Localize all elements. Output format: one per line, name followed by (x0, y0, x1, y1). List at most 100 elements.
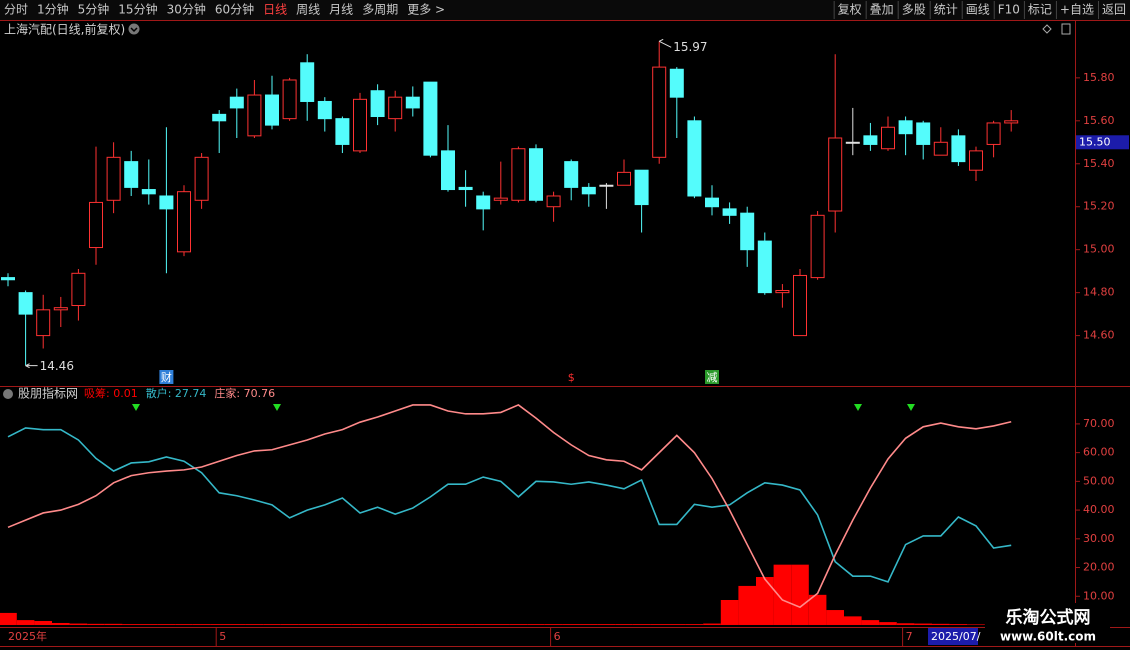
bar (738, 585, 756, 625)
toolbar-tab[interactable]: 日线 (263, 3, 287, 17)
annotation-arrow (25, 363, 38, 369)
x-tick-label: 7 (906, 630, 913, 643)
candle-body (599, 184, 614, 187)
toolbar-button[interactable]: 统计 (934, 3, 958, 17)
bar (16, 620, 35, 625)
bar (544, 624, 563, 625)
toolbar-button[interactable]: +自选 (1060, 3, 1094, 17)
candle-body (969, 150, 983, 171)
chart-title: 上海汽配(日线,前复权) (4, 22, 125, 37)
bar (52, 622, 70, 625)
toolbar-tab[interactable]: 15分钟 (118, 2, 157, 17)
toolbar-bg (0, 0, 1130, 20)
candle-body (810, 214, 825, 279)
event-label: 减 (707, 371, 718, 384)
bar (650, 624, 668, 625)
bar (368, 624, 387, 625)
bar (210, 624, 228, 625)
y-tick-label: 15.60 (1083, 114, 1115, 127)
toolbar-tab[interactable]: 月线 (329, 3, 353, 17)
bar (615, 624, 633, 625)
low-label: 14.46 (40, 359, 74, 373)
toolbar-tab[interactable]: 多周期 (362, 3, 398, 17)
x-tick-label: 5 (219, 630, 226, 643)
cursor-label: 2025/07/ (931, 630, 981, 643)
series-line (7, 427, 1012, 583)
cursor-box (928, 628, 978, 645)
indicator-title: 股朋指标网 (18, 386, 78, 401)
toolbar-button[interactable]: F10 (998, 3, 1020, 17)
toolbar-tab[interactable]: 1分钟 (37, 2, 69, 17)
legend-entry: 吸筹: 0.01 (84, 386, 138, 400)
toolbar-button[interactable]: 复权 (838, 3, 862, 17)
bar (932, 623, 950, 625)
y-tick-label: 15.00 (1083, 243, 1115, 256)
legend-entry: 散户: 27.74 (146, 386, 207, 400)
candle-body (370, 90, 385, 118)
event-badge (159, 370, 174, 384)
toolbar-tab[interactable]: 5分钟 (78, 2, 110, 17)
candle-body (687, 120, 702, 197)
toolbar-button[interactable]: 多股 (902, 3, 926, 17)
current-price-box (1076, 135, 1129, 150)
bar (474, 624, 492, 625)
y-tick-label: 15.40 (1083, 157, 1115, 170)
event-label: $ (568, 371, 575, 384)
toolbar-tab[interactable]: 30分钟 (167, 2, 206, 17)
y-tick-label: 50.00 (1083, 474, 1115, 487)
bar (175, 624, 193, 625)
panel-icon[interactable] (1042, 24, 1052, 34)
candle-body (388, 96, 403, 120)
event-badge (705, 370, 719, 384)
y-tick-label: 40.00 (1083, 503, 1115, 516)
candle-body (757, 240, 772, 294)
toolbar-tab[interactable]: 分时 (4, 3, 28, 17)
toolbar-tab[interactable]: 更多 > (407, 3, 445, 17)
candle-body (863, 135, 878, 145)
high-label: 15.97 (673, 40, 707, 54)
candle-body (458, 186, 473, 191)
menu-icon[interactable] (128, 23, 140, 35)
bar (756, 577, 774, 625)
menu-icon-arrow (130, 27, 138, 33)
bar (351, 624, 369, 625)
candle-body (159, 195, 174, 210)
series-line (7, 404, 1012, 609)
toolbar-button[interactable]: 标记 (1028, 3, 1052, 17)
bar (456, 624, 475, 625)
y-tick-label: 10.00 (1083, 589, 1115, 602)
bar (298, 624, 316, 625)
toolbar-tab[interactable]: 60分钟 (215, 2, 254, 17)
bar (492, 624, 510, 625)
candle-body (634, 169, 649, 206)
toolbar-button[interactable]: 返回 (1102, 3, 1126, 17)
bar (333, 624, 352, 625)
candle-body (986, 122, 1001, 145)
bar (316, 624, 334, 625)
candle-body (898, 120, 913, 135)
bar (157, 624, 176, 625)
bar (914, 623, 932, 625)
panel-icon[interactable] (1061, 23, 1071, 35)
bar (580, 624, 598, 625)
menu-icon[interactable] (3, 389, 13, 399)
toolbar-button[interactable]: 画线 (966, 3, 990, 17)
bar (34, 620, 52, 625)
candle-body (916, 122, 931, 145)
toolbar-tab[interactable]: 周线 (296, 3, 320, 17)
signal-marker (907, 404, 915, 411)
candle-body (89, 201, 103, 249)
y-tick-label: 70.00 (1083, 417, 1115, 430)
candle-body (106, 156, 121, 201)
bar (69, 623, 88, 625)
bar (879, 622, 897, 625)
bar (562, 624, 580, 625)
candle-body (141, 189, 156, 195)
bar (263, 624, 281, 625)
toolbar-button[interactable]: 叠加 (870, 3, 894, 17)
candle-body (951, 135, 966, 163)
candle-body (881, 126, 895, 150)
bar (844, 616, 862, 625)
y-tick-label: 30.00 (1083, 532, 1115, 545)
